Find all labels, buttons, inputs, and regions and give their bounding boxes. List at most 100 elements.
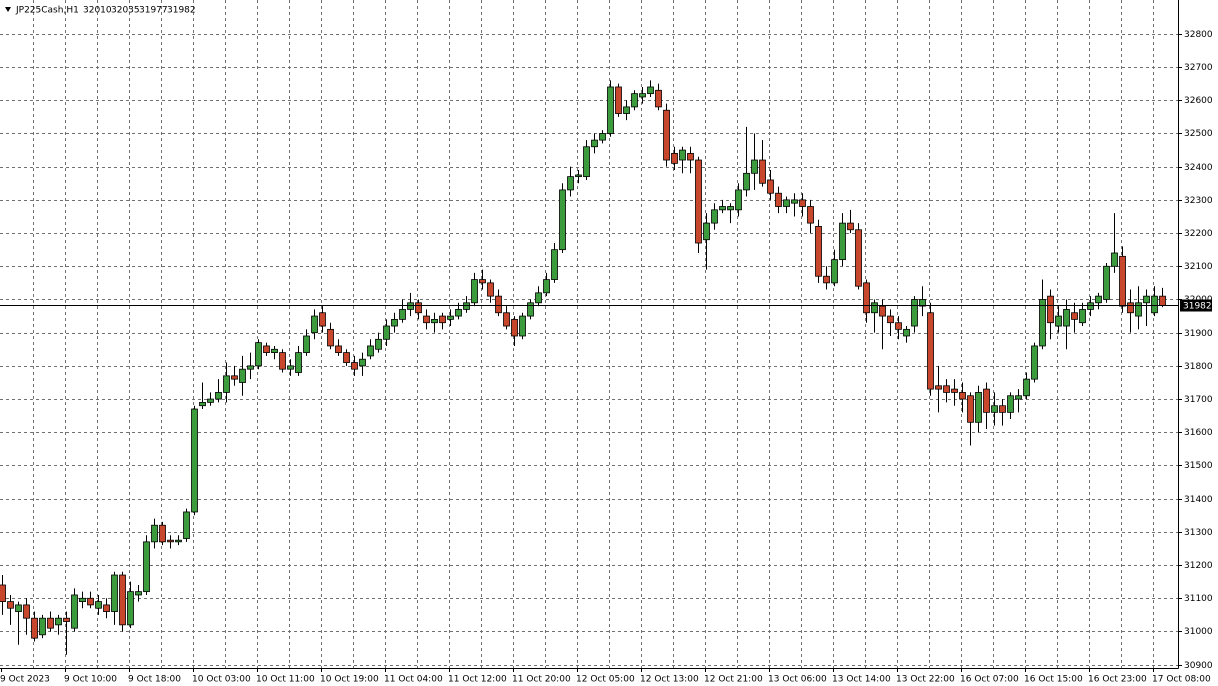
- y-tick-label: 32800: [1184, 30, 1213, 40]
- candle-body: [143, 541, 150, 593]
- x-tick-label: 13 Oct 14:00: [832, 675, 891, 685]
- menu-triangle[interactable]: [5, 7, 11, 12]
- candles: [0, 80, 1166, 655]
- grid: [0, 0, 1178, 668]
- y-tick-label: 31400: [1184, 495, 1213, 505]
- candle-body: [111, 574, 118, 612]
- candle-body: [271, 348, 278, 353]
- candle-body: [591, 139, 598, 148]
- candle-body: [1055, 315, 1062, 327]
- candle-body: [415, 302, 422, 314]
- candle-body: [1111, 252, 1118, 267]
- y-tick-label: 31700: [1184, 395, 1213, 405]
- candle-body: [1079, 309, 1086, 324]
- candle-body: [847, 222, 854, 231]
- x-tick-label: 11 Oct 04:00: [384, 675, 443, 685]
- candle-body: [31, 617, 38, 639]
- y-tick-label: 31600: [1184, 428, 1213, 438]
- candle-body: [1087, 302, 1094, 310]
- candle-body: [279, 352, 286, 370]
- candle-body: [423, 315, 430, 324]
- candle-body: [151, 524, 158, 543]
- candle-body: [959, 392, 966, 400]
- x-tick-label: 12 Oct 05:00: [576, 675, 635, 685]
- candle-body: [327, 328, 334, 347]
- y-tick-label: 32700: [1184, 63, 1213, 73]
- candle-body: [0, 584, 6, 602]
- candle-body: [375, 338, 382, 350]
- candle-body: [607, 86, 614, 134]
- y-tick-label: 31000: [1184, 627, 1213, 637]
- candle-body: [975, 392, 982, 423]
- y-tick-label: 31800: [1184, 362, 1213, 372]
- candle-body: [655, 89, 662, 108]
- x-tick-label: 9 Oct 2023: [0, 675, 50, 685]
- candle-body: [863, 282, 870, 314]
- candle-body: [7, 601, 14, 609]
- candle-body: [511, 318, 518, 337]
- candle-body: [791, 199, 798, 204]
- x-tick-label: 11 Oct 20:00: [512, 675, 571, 685]
- candle-body: [215, 392, 222, 400]
- candle-body: [343, 352, 350, 363]
- candle-body: [239, 368, 246, 383]
- candle-body: [287, 365, 294, 370]
- candle-body: [767, 179, 774, 194]
- x-tick-label: 12 Oct 13:00: [640, 675, 699, 685]
- candle-body: [135, 591, 142, 596]
- candle-body: [951, 388, 958, 393]
- candle-body: [1023, 378, 1030, 397]
- candle-body: [1135, 302, 1142, 317]
- y-tick-label: 32100: [1184, 262, 1213, 272]
- candle-body: [1151, 295, 1158, 314]
- y-tick-label: 31200: [1184, 561, 1213, 571]
- candle-body: [695, 159, 702, 244]
- x-tick-label: 9 Oct 18:00: [128, 675, 181, 685]
- y-tick-label: 31300: [1184, 528, 1213, 538]
- y-tick-label: 32500: [1184, 129, 1213, 139]
- candle-body: [391, 318, 398, 327]
- symbol-title: JP225Cash,H1: [15, 6, 79, 16]
- candle-body: [567, 176, 574, 191]
- candle-body: [703, 222, 710, 241]
- candle-body: [671, 152, 678, 164]
- candle-body: [615, 86, 622, 114]
- candle-body: [119, 574, 126, 626]
- candle-body: [1047, 295, 1054, 324]
- candle-body: [935, 385, 942, 390]
- candle-body: [199, 401, 206, 407]
- candle-body: [735, 189, 742, 211]
- candle-body: [1103, 265, 1110, 300]
- candle-body: [919, 299, 926, 307]
- candle-body: [471, 279, 478, 304]
- candle-body: [175, 539, 182, 543]
- candle-body: [839, 222, 846, 261]
- candle-body: [775, 192, 782, 207]
- candle-body: [191, 408, 198, 513]
- candle-body: [799, 199, 806, 207]
- candle-body: [207, 398, 214, 403]
- candle-body: [79, 597, 86, 602]
- candle-body: [535, 292, 542, 304]
- candle-body: [95, 601, 102, 609]
- candle-body: [759, 159, 766, 184]
- candle-body: [503, 312, 510, 327]
- candle-body: [159, 524, 166, 543]
- candle-body: [727, 206, 734, 211]
- candle-body: [1007, 395, 1014, 413]
- header-low: 31977: [139, 6, 168, 16]
- candle-body: [967, 395, 974, 423]
- candle-body: [303, 335, 310, 353]
- y-tick-label: 32200: [1184, 229, 1213, 239]
- x-tick-label: 10 Oct 11:00: [256, 675, 315, 685]
- x-tick-label: 13 Oct 06:00: [768, 675, 827, 685]
- x-tick-label: 10 Oct 03:00: [192, 675, 251, 685]
- x-tick-label: 10 Oct 19:00: [320, 675, 379, 685]
- candle-body: [999, 405, 1006, 413]
- candle-body: [551, 249, 558, 280]
- candle-body: [575, 174, 582, 178]
- x-tick-label: 17 Oct 08:00: [1152, 675, 1211, 685]
- x-tick-label: 12 Oct 21:00: [704, 675, 763, 685]
- candle-body: [431, 318, 438, 324]
